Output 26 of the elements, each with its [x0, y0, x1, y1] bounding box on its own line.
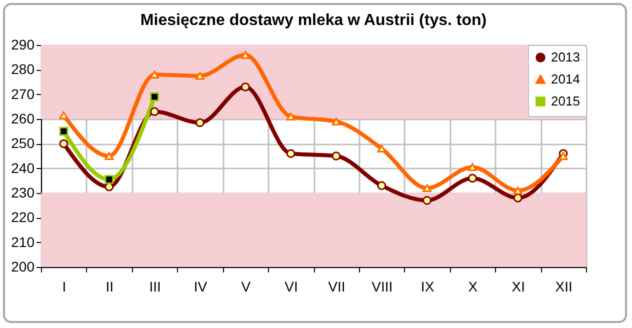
x-tick-label: I [62, 278, 66, 294]
y-tick-label: 220 [11, 209, 35, 226]
x-tick-label: IV [194, 278, 208, 294]
y-tick-label: 280 [11, 61, 35, 78]
x-tick-label: IX [420, 278, 435, 294]
x-tick-label: XI [512, 278, 525, 294]
y-tick-label: 230 [11, 184, 35, 200]
y-tick-label: 270 [11, 86, 35, 102]
legend-label: 2015 [551, 94, 580, 108]
x-tick-label: V [241, 278, 252, 294]
x-tick-label: II [106, 278, 114, 294]
y-tick-label: 210 [11, 234, 35, 250]
chart-title: Miesięczne dostawy mleka w Austrii (tys. ton) [140, 12, 487, 29]
x-tick-label: VI [284, 278, 298, 294]
x-tick-label: VII [328, 278, 346, 294]
legend-label: 2014 [551, 72, 580, 86]
legend-label: 2013 [551, 50, 580, 64]
y-tick-label: 290 [11, 36, 35, 52]
x-tick-label: X [468, 278, 478, 294]
y-tick-label: 200 [11, 258, 35, 274]
x-tick-label: XII [555, 278, 572, 294]
x-tick-label: VIII [372, 278, 393, 294]
x-tick-label: III [149, 278, 161, 294]
y-tick-label: 250 [11, 135, 35, 152]
y-tick-label: 260 [11, 110, 35, 126]
y-tick-label: 240 [11, 160, 35, 176]
